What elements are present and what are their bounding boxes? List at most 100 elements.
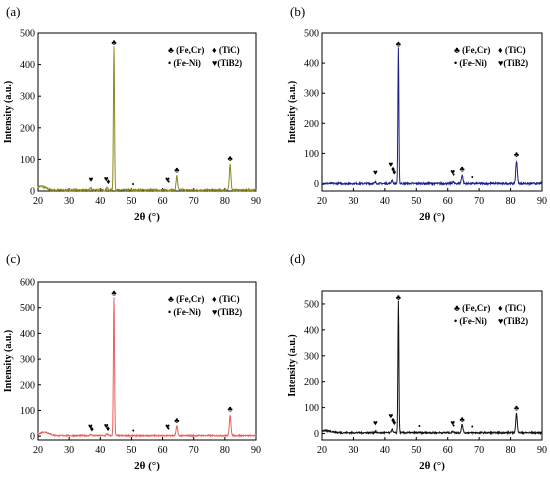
- phase-marker: ♦: [106, 424, 110, 433]
- x-tick-label: 40: [95, 445, 105, 456]
- panel-label: (a): [6, 4, 20, 19]
- phase-marker: ♥: [104, 421, 109, 430]
- y-tick-label: 300: [20, 92, 35, 103]
- x-tick-label: 90: [537, 445, 547, 456]
- legend-entry: ♥(TiB2): [498, 316, 528, 326]
- phase-marker: ♥: [373, 419, 378, 428]
- x-axis-label: 2θ (°): [134, 211, 160, 223]
- spectrum-line: [37, 297, 257, 439]
- x-tick-label: 80: [220, 445, 230, 456]
- phase-marker: ♣: [174, 166, 180, 175]
- y-tick-label: 300: [304, 351, 319, 362]
- y-tick-label: 500: [304, 29, 319, 40]
- phase-marker: ♦: [392, 418, 396, 427]
- phase-marker: •: [471, 423, 474, 432]
- y-tick-label: 400: [304, 59, 319, 70]
- phase-marker: •: [452, 170, 455, 179]
- phase-marker: ♦: [106, 177, 110, 186]
- x-tick-label: 80: [506, 196, 516, 207]
- legend-entry: ♥(TiB2): [212, 307, 242, 317]
- phase-marker: ♣: [228, 405, 234, 414]
- x-tick-label: 40: [380, 196, 390, 207]
- phase-marker: ♣: [460, 415, 466, 424]
- phase-marker: ♥: [388, 160, 393, 169]
- y-axis-label: Intensity (a.u.): [287, 81, 298, 144]
- phase-marker: •: [167, 178, 170, 187]
- y-tick-label: 400: [304, 325, 319, 336]
- legend-entry: ♦ (TiC): [212, 294, 240, 304]
- plot-frame: [321, 290, 543, 441]
- x-tick-label: 60: [443, 196, 453, 207]
- phase-marker: ♦: [90, 425, 94, 434]
- x-tick-label: 30: [64, 196, 74, 207]
- y-tick-label: 100: [20, 406, 35, 417]
- y-tick-label: 0: [30, 187, 35, 198]
- legend-entry: • (Fe-Ni): [168, 307, 201, 317]
- x-tick-label: 20: [33, 445, 43, 456]
- phase-marker: •: [132, 427, 135, 436]
- y-tick-label: 500: [304, 299, 319, 310]
- x-axis-label: 2θ (°): [134, 460, 160, 472]
- legend-entry: ♣ (Fe,Cr): [168, 45, 204, 55]
- phase-marker: ♣: [514, 150, 520, 159]
- x-tick-label: 90: [251, 196, 261, 207]
- phase-marker: ♣: [111, 38, 117, 47]
- y-tick-label: 200: [304, 119, 319, 130]
- y-tick-label: 200: [304, 377, 319, 388]
- phase-marker: ♦: [392, 167, 396, 176]
- phase-marker: ♥: [388, 411, 393, 420]
- phase-marker: ♥: [88, 422, 93, 431]
- x-tick-label: 30: [64, 445, 74, 456]
- legend-entry: ♥(TiB2): [498, 58, 528, 68]
- x-tick-label: 90: [251, 445, 261, 456]
- x-tick-label: 20: [317, 196, 327, 207]
- phase-marker: ♣: [460, 164, 466, 173]
- y-tick-label: 300: [20, 355, 35, 366]
- y-tick-label: 200: [20, 123, 35, 134]
- y-tick-label: 100: [20, 155, 35, 166]
- y-tick-label: 400: [20, 60, 35, 71]
- x-tick-label: 60: [158, 196, 168, 207]
- x-tick-label: 20: [33, 196, 43, 207]
- phase-marker: •: [418, 422, 421, 431]
- y-tick-label: 300: [304, 89, 319, 100]
- y-axis-label: Intensity (a.u.): [287, 334, 298, 397]
- chart-panel-2: (c) 20 30 40 50 60 70 80 90 0 100 200 300 400 500 600 2θ…: [3, 251, 261, 472]
- x-tick-label: 30: [348, 445, 358, 456]
- x-axis-label: 2θ (°): [419, 460, 445, 472]
- phase-marker: ♦: [391, 164, 395, 173]
- phase-marker: ♣: [396, 293, 402, 302]
- x-tick-label: 70: [189, 445, 199, 456]
- phase-marker: ♥: [165, 422, 170, 431]
- x-tick-label: 60: [443, 445, 453, 456]
- chart-panel-3: (d) 20 30 40 50 60 70 80 90 0 100 200 300 400 500 2θ (°…: [287, 251, 547, 472]
- x-tick-label: 30: [348, 196, 358, 207]
- y-tick-label: 0: [314, 429, 319, 440]
- x-tick-label: 80: [220, 196, 230, 207]
- x-tick-label: 50: [126, 196, 136, 207]
- x-tick-label: 50: [411, 445, 421, 456]
- phase-marker: ♥: [450, 167, 455, 176]
- phase-marker: ♥: [104, 175, 109, 184]
- plot-frame: [37, 281, 257, 441]
- phase-marker: ♥: [373, 168, 378, 177]
- legend-entry: • (Fe-Ni): [454, 58, 487, 68]
- phase-marker: •: [452, 421, 455, 430]
- plot-frame: [37, 32, 257, 192]
- y-tick-label: 500: [20, 29, 35, 40]
- legend-entry: ♦ (TiC): [498, 303, 526, 313]
- y-axis-label: Intensity (a.u.): [3, 330, 14, 393]
- plot-frame: [321, 32, 543, 192]
- phase-marker: ♥: [89, 175, 94, 184]
- x-tick-label: 70: [474, 196, 484, 207]
- y-axis-label: Intensity (a.u.): [3, 81, 14, 144]
- legend-entry: ♥(TiB2): [212, 58, 242, 68]
- x-tick-label: 90: [537, 196, 547, 207]
- x-axis-label: 2θ (°): [419, 211, 445, 223]
- panel-label: (c): [6, 251, 20, 266]
- y-tick-label: 200: [20, 380, 35, 391]
- y-tick-label: 100: [304, 403, 319, 414]
- x-tick-label: 40: [380, 445, 390, 456]
- panel-label: (d): [290, 251, 305, 266]
